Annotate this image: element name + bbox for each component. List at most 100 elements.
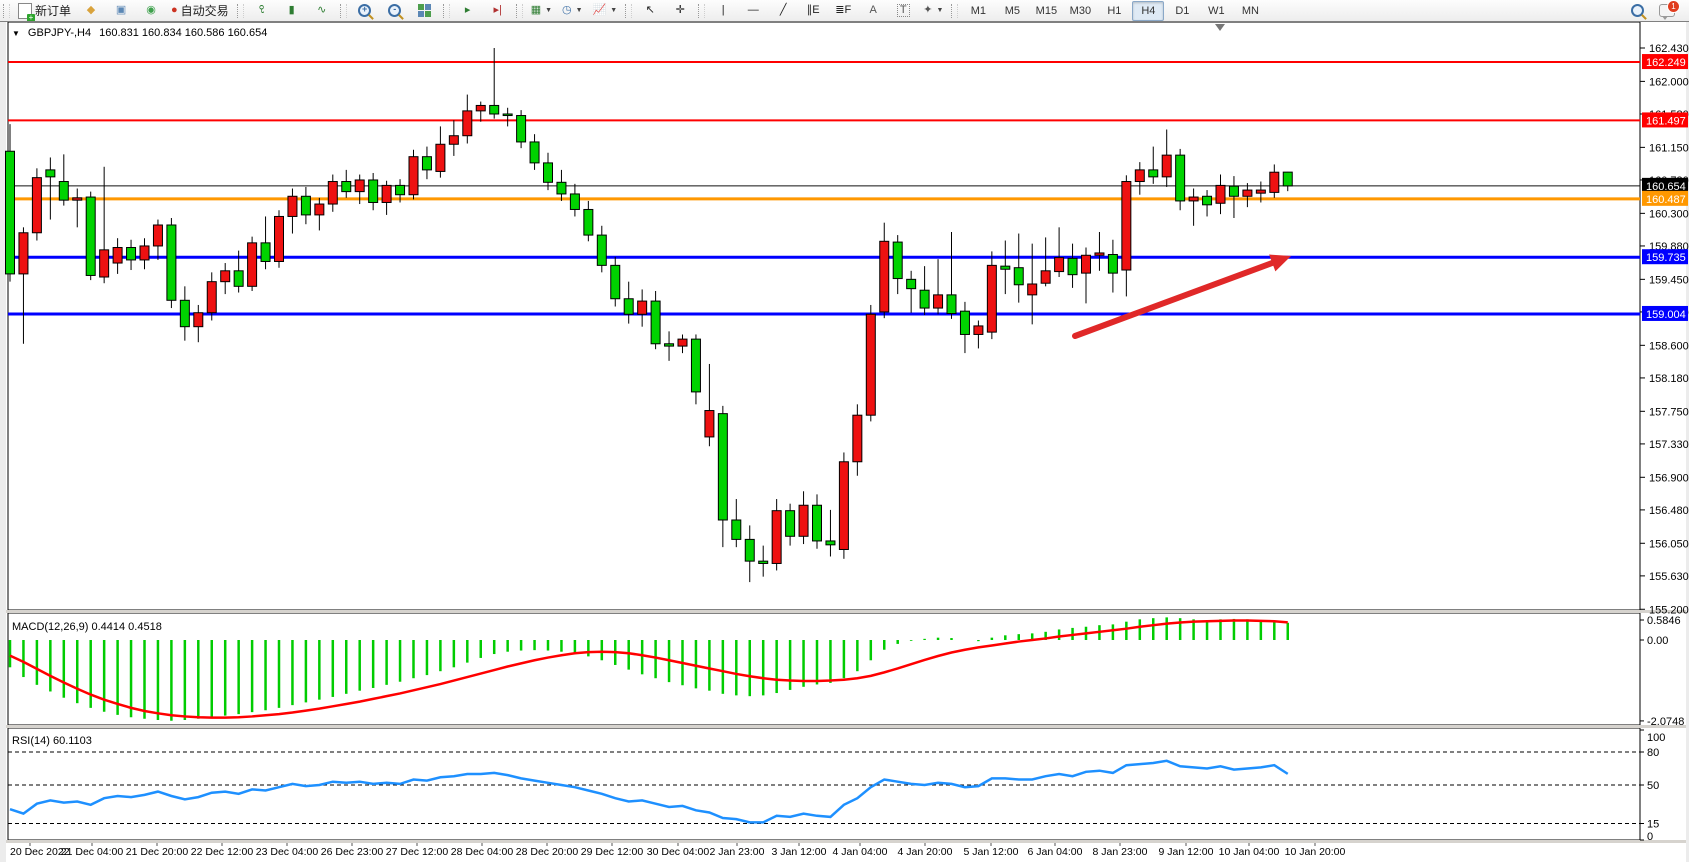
cursor-icon[interactable]: ↖ <box>636 1 664 21</box>
timeframe-h4-button[interactable]: H4 <box>1132 0 1165 21</box>
time-label: 28 Dec 20:00 <box>516 846 579 858</box>
chart-window-icon: ◆ <box>86 4 96 16</box>
bar-chart-icon[interactable]: ꘫ <box>248 1 276 21</box>
rsi-scale-tick: 80 <box>1647 747 1659 759</box>
candle <box>865 313 876 416</box>
signals-icon[interactable]: ◉ <box>137 1 165 21</box>
price-scale[interactable]: 162.430162.000161.580161.150160.730160.3… <box>1640 43 1689 843</box>
candle <box>381 184 392 203</box>
time-label: 3 Jan 12:00 <box>772 846 827 858</box>
time-label: 4 Jan 04:00 <box>833 846 888 858</box>
shapes-icon[interactable]: ✦ ▼ <box>919 1 947 21</box>
candlestick-chart-icon[interactable]: ▮ <box>278 1 306 21</box>
indicators-button: 📈 <box>592 4 607 16</box>
shapes-icon: ✦ <box>923 4 933 16</box>
price-line-label <box>1642 54 1688 70</box>
candle <box>879 240 890 313</box>
search-icon[interactable] <box>1623 1 1651 21</box>
candle <box>1040 270 1051 284</box>
vertical-line-icon[interactable]: | <box>709 1 737 21</box>
zoom-out-icon[interactable]: - <box>381 1 409 21</box>
candle <box>179 299 190 328</box>
candle <box>1081 254 1091 274</box>
crosshair-icon[interactable]: ✛ <box>666 1 694 21</box>
candle <box>583 208 594 236</box>
text-icon[interactable]: A <box>859 1 887 21</box>
timeframe-mn-button[interactable]: MN <box>1241 4 1259 17</box>
candle <box>126 247 137 261</box>
candle <box>556 181 567 195</box>
chevron-down-icon[interactable]: ▼ <box>12 28 20 38</box>
trendline-icon[interactable]: ╱ <box>769 1 797 21</box>
zoom-in-icon[interactable]: + <box>351 1 379 21</box>
candle <box>704 410 715 438</box>
timeframe-d1-button[interactable]: D1 <box>1175 4 1190 17</box>
autotrade-button[interactable]: ● 自动交易 <box>167 1 233 21</box>
time-label: 30 Dec 04:00 <box>647 846 710 858</box>
chart-shift-marker[interactable] <box>1215 24 1225 31</box>
macd-label: MACD(12,26,9) 0.4414 0.4518 <box>12 621 162 633</box>
candle <box>906 278 917 290</box>
candle <box>448 135 459 145</box>
time-label: 23 Dec 04:00 <box>256 846 319 858</box>
new-order-button-label: 新订单 <box>35 4 72 18</box>
candle <box>973 325 984 335</box>
chart-window-icon[interactable]: ◆ <box>77 1 105 21</box>
chart-shift-icon[interactable]: ▸| <box>484 1 512 21</box>
new-order-button[interactable]: + 新订单 <box>14 1 75 22</box>
timeframe-w1-button[interactable]: W1 <box>1208 4 1225 17</box>
notifications-icon[interactable]: 1 <box>1653 0 1681 21</box>
trend-arrow[interactable] <box>1072 259 1276 339</box>
timeframe-m15-button[interactable]: M15 <box>1035 4 1058 17</box>
label-icon[interactable]: T <box>889 1 917 21</box>
equidistant-channel-icon[interactable]: ∥E <box>799 1 827 21</box>
fibonacci-icon[interactable]: ≣F <box>829 1 857 21</box>
candle <box>1188 196 1199 202</box>
market-watch-icon[interactable]: ▣ <box>107 1 135 21</box>
candle <box>233 270 244 287</box>
auto-scroll-icon[interactable]: ▸ <box>454 1 482 21</box>
autotrade-button: ● <box>171 4 178 16</box>
period-clock-button[interactable]: ◷ ▼ <box>558 1 587 21</box>
timeframe-m1-button[interactable]: M1 <box>970 4 987 17</box>
candle <box>99 249 110 278</box>
price-line-label <box>1642 249 1688 265</box>
candle <box>838 461 849 550</box>
rsi-label: RSI(14) 60.1103 <box>12 735 92 747</box>
symbol-period-label: GBPJPY-,H4 <box>27 27 92 39</box>
price-tick: 157.750 <box>1649 406 1689 418</box>
candle <box>812 504 822 542</box>
chart-canvas[interactable]: 162.430162.000161.580161.150160.730160.3… <box>0 21 1689 862</box>
tile-windows-icon[interactable] <box>411 1 439 21</box>
candle <box>489 104 500 115</box>
timeframe-m5-button[interactable]: M5 <box>1004 4 1021 17</box>
market-watch-icon: ▣ <box>115 4 127 16</box>
candle <box>516 115 527 143</box>
candle <box>260 242 271 262</box>
horizontal-line-icon[interactable]: — <box>739 1 767 21</box>
candle <box>31 177 42 234</box>
candle <box>166 224 177 301</box>
candle <box>193 312 204 328</box>
chevron-down-icon: ▼ <box>936 7 944 14</box>
time-label: 28 Dec 04:00 <box>451 846 514 858</box>
line-chart-icon[interactable]: ∿ <box>308 1 336 21</box>
rsi-scale-tick: 15 <box>1647 819 1659 831</box>
candle <box>892 241 903 280</box>
chevron-down-icon: ▼ <box>545 7 553 14</box>
crosshair-icon: ✛ <box>675 4 685 16</box>
candle <box>206 281 217 314</box>
timeframe-h1-button[interactable]: H1 <box>1107 4 1122 17</box>
candle <box>1121 181 1132 271</box>
time-label: 22 Dec 12:00 <box>191 846 254 858</box>
price-line-label-text: 160.654 <box>1646 181 1686 193</box>
autotrade-button-label: 自动交易 <box>180 4 229 18</box>
new-chart-button[interactable]: ▦ ▼ <box>527 1 556 21</box>
timeframe-m30-button[interactable]: M30 <box>1069 4 1092 17</box>
time-label: 10 Jan 04:00 <box>1219 846 1280 858</box>
candle <box>1269 171 1280 193</box>
indicators-button[interactable]: 📈 ▼ <box>589 1 622 21</box>
macd-panel <box>8 617 1289 721</box>
candle <box>1202 195 1213 206</box>
